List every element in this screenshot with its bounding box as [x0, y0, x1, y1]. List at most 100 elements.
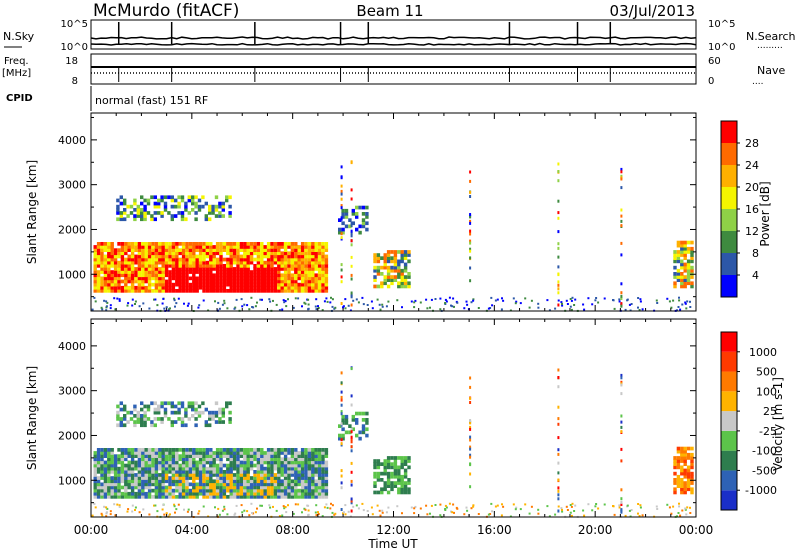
velocity-cell	[317, 457, 322, 462]
velocity-cell	[290, 479, 295, 484]
velocity-cell	[93, 460, 97, 465]
power-cell	[100, 306, 103, 309]
power-cell	[232, 257, 237, 262]
power-cell	[165, 306, 168, 309]
x-tick-label: 04:00	[175, 523, 210, 537]
velocity-cell	[130, 448, 135, 452]
power-cell	[185, 267, 189, 271]
velocity-cell	[618, 506, 621, 509]
power-cell	[351, 212, 355, 216]
velocity-cell	[386, 490, 391, 495]
velocity-cell	[127, 454, 131, 458]
velocity-cell	[158, 457, 162, 462]
velocity-cell	[222, 463, 227, 468]
power-cell	[266, 260, 271, 265]
power-cell	[469, 239, 472, 243]
velocity-cell	[407, 459, 411, 463]
velocity-cell	[451, 511, 454, 514]
power-cell	[270, 267, 274, 271]
power-cell	[202, 264, 206, 268]
velocity-cell	[314, 511, 317, 514]
velocity-cell	[686, 465, 691, 470]
velocity-cell	[127, 479, 131, 484]
power-cell	[314, 254, 318, 259]
power-cell	[269, 300, 272, 303]
velocity-cell	[209, 460, 213, 465]
velocity-cell	[113, 485, 118, 490]
velocity-cell	[270, 448, 274, 452]
velocity-cell	[113, 463, 118, 468]
power-cell	[366, 304, 369, 306]
velocity-cell	[311, 491, 315, 496]
velocity-cell	[107, 495, 111, 499]
velocity-cell	[250, 502, 253, 505]
power-cell	[93, 285, 97, 290]
power-cell	[192, 248, 196, 252]
velocity-cell	[690, 474, 694, 479]
velocity-cell	[198, 460, 203, 465]
velocity-cell	[124, 479, 128, 484]
velocity-cell	[229, 482, 233, 487]
velocity-cell	[129, 410, 134, 415]
power-cell	[314, 289, 318, 293]
power-cell	[188, 282, 193, 287]
velocity-cell	[164, 488, 169, 493]
power-cell	[180, 198, 185, 203]
velocity-cell	[304, 448, 308, 452]
power-cell	[680, 243, 684, 248]
power-cell	[134, 248, 138, 252]
velocity-cell	[557, 448, 560, 452]
velocity-cell	[390, 484, 394, 488]
power-cell	[154, 279, 159, 284]
velocity-cell	[246, 479, 250, 484]
power-cell	[250, 296, 253, 299]
power-cell	[232, 242, 237, 246]
velocity-cell	[130, 479, 135, 484]
velocity-cell	[175, 473, 179, 477]
power-cell	[117, 270, 121, 274]
power-cell	[141, 254, 145, 259]
velocity-cell	[321, 454, 325, 458]
power-cell	[515, 300, 518, 303]
power-cell	[280, 267, 284, 271]
power-cell	[205, 254, 210, 259]
power-cell	[489, 307, 492, 309]
velocity-cell	[107, 457, 111, 462]
velocity-cell	[236, 466, 240, 471]
power-cell	[294, 251, 298, 256]
power-cell	[96, 264, 101, 268]
power-cell	[365, 215, 369, 219]
power-cell	[383, 281, 387, 286]
velocity-cell	[314, 463, 318, 468]
power-cell	[390, 275, 394, 279]
velocity-cell	[373, 459, 377, 463]
power-cell	[198, 279, 203, 284]
power-cell	[330, 296, 332, 299]
power-cell	[256, 289, 261, 293]
velocity-cell	[177, 503, 180, 506]
velocity-cell	[307, 495, 312, 499]
velocity-cell	[524, 503, 527, 506]
velocity-cell	[197, 414, 202, 418]
velocity-cell	[321, 479, 325, 484]
power-cell	[154, 248, 159, 252]
velocity-cell	[380, 478, 384, 482]
colorbar-segment	[721, 490, 737, 510]
velocity-cell	[472, 504, 475, 507]
velocity-cell	[100, 485, 104, 490]
power-cell	[127, 260, 131, 265]
power-cell	[96, 257, 101, 262]
power-cell	[188, 245, 193, 249]
power-cell	[113, 279, 118, 284]
velocity-cell	[239, 473, 244, 477]
power-cell	[100, 242, 104, 246]
power-cell	[91, 308, 94, 311]
power-cell	[317, 305, 319, 308]
power-cell	[256, 248, 261, 252]
velocity-cell	[161, 508, 164, 511]
power-cell	[117, 273, 121, 278]
power-cell	[153, 201, 157, 206]
power-cell	[469, 256, 472, 260]
power-cell	[283, 251, 288, 256]
power-cell	[249, 242, 254, 246]
